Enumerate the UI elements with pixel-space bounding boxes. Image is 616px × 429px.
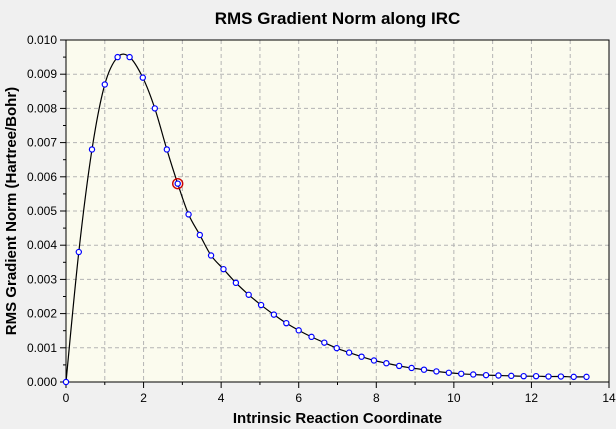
x-tick-label: 14 [602, 391, 616, 405]
y-tick-label: 0.003 [27, 272, 57, 286]
x-tick-label: 4 [218, 391, 225, 405]
data-point [308, 333, 315, 341]
data-point [495, 372, 502, 379]
data-point [520, 372, 527, 380]
chart-title: RMS Gradient Norm along IRC [215, 9, 461, 28]
data-point [321, 339, 328, 346]
data-point [270, 311, 278, 318]
series [62, 53, 590, 386]
y-tick-label: 0.001 [27, 341, 57, 355]
data-point [583, 373, 590, 381]
data-point [408, 364, 415, 372]
data-point [257, 301, 265, 309]
data-point [101, 81, 108, 88]
y-tick-label: 0.005 [27, 204, 57, 218]
plot-frame [65, 39, 610, 383]
data-point [545, 373, 552, 380]
y-tick-label: 0.006 [27, 170, 57, 184]
data-point [383, 359, 390, 367]
data-point [151, 105, 159, 112]
data-point [557, 373, 565, 380]
data-point [207, 252, 215, 259]
data-point [445, 369, 453, 376]
y-tick-label: 0.010 [27, 33, 57, 47]
data-point [220, 265, 227, 273]
data-point [88, 146, 96, 153]
y-tick-label: 0.009 [27, 67, 57, 81]
data-point [345, 349, 353, 356]
x-tick-label: 12 [525, 391, 539, 405]
data-point [420, 366, 428, 373]
y-tick-label: 0.004 [27, 238, 57, 252]
data-point [295, 327, 302, 334]
data-point [395, 362, 403, 370]
data-point [185, 211, 192, 218]
data-point [482, 371, 490, 379]
data-point [358, 353, 365, 360]
x-tick-label: 8 [373, 391, 380, 405]
x-tick-label: 6 [295, 391, 302, 405]
x-tick-label: 0 [63, 391, 70, 405]
data-point [75, 248, 82, 256]
x-tick-label: 2 [140, 391, 147, 405]
data-point [163, 146, 171, 153]
data-point [232, 279, 240, 287]
data-point [570, 373, 577, 381]
x-tick-label: 10 [447, 391, 461, 405]
y-tick-label: 0.008 [27, 101, 57, 115]
data-point [283, 319, 290, 327]
data-point [114, 53, 121, 61]
y-tick-label: 0.002 [27, 307, 57, 321]
grid [66, 40, 609, 382]
data-point [139, 74, 146, 81]
data-point [470, 371, 477, 378]
data-point [174, 180, 181, 187]
x-axis-label: Intrinsic Reaction Coordinate [233, 410, 442, 427]
y-axis-label: RMS Gradient Norm (Hartree/Bohr) [3, 87, 20, 335]
data-point [126, 53, 133, 61]
data-point [245, 291, 252, 298]
y-tick-label: 0.007 [27, 136, 57, 150]
data-point [333, 344, 340, 352]
data-point [196, 231, 204, 239]
data-point [458, 370, 465, 377]
data-point [532, 372, 540, 380]
y-tick-label: 0.000 [27, 375, 57, 389]
data-point [62, 378, 70, 386]
data-point [508, 372, 515, 380]
highlighted-point-marker [172, 177, 184, 190]
data-point [370, 357, 378, 364]
data-point [433, 368, 440, 375]
